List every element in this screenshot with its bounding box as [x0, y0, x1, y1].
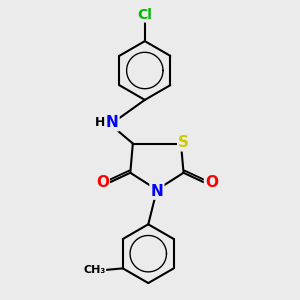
Text: N: N	[106, 115, 118, 130]
Text: H: H	[95, 116, 105, 129]
Text: Cl: Cl	[137, 8, 152, 22]
Text: S: S	[178, 135, 189, 150]
Text: O: O	[96, 175, 109, 190]
Text: CH₃: CH₃	[83, 265, 105, 275]
Text: O: O	[205, 175, 218, 190]
Text: N: N	[151, 184, 163, 199]
